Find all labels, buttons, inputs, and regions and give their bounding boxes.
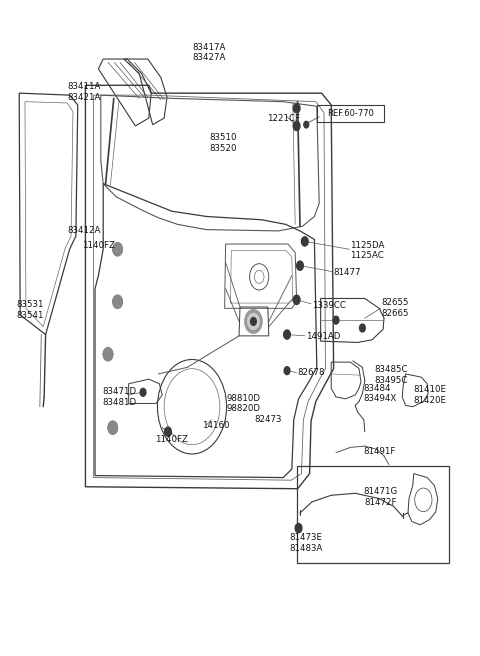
Text: 1140FZ: 1140FZ [82, 241, 115, 251]
Circle shape [284, 330, 290, 339]
Circle shape [297, 261, 303, 270]
Text: 83471D
83481D: 83471D 83481D [102, 387, 136, 407]
Text: 1339CC: 1339CC [312, 300, 346, 310]
Text: 98810D
98820D: 98810D 98820D [227, 394, 261, 413]
Text: 83531
83541: 83531 83541 [16, 300, 44, 319]
Circle shape [245, 310, 262, 333]
Text: 1125DA
1125AC: 1125DA 1125AC [350, 241, 385, 260]
Circle shape [251, 318, 256, 325]
Circle shape [333, 316, 339, 324]
Circle shape [248, 314, 259, 329]
Text: 83484
83494X: 83484 83494X [364, 384, 397, 403]
Circle shape [293, 295, 300, 304]
Circle shape [113, 243, 122, 256]
Text: 83417A
83427A: 83417A 83427A [192, 43, 226, 62]
Text: 81410E
81420E: 81410E 81420E [413, 385, 446, 405]
Text: 1491AD: 1491AD [306, 332, 341, 341]
Bar [297, 466, 449, 563]
Circle shape [165, 427, 171, 436]
Circle shape [108, 421, 118, 434]
Text: 83510
83520: 83510 83520 [209, 133, 237, 153]
Circle shape [295, 523, 302, 533]
Circle shape [304, 121, 309, 128]
Circle shape [360, 324, 365, 332]
Text: 14160: 14160 [202, 420, 230, 430]
Circle shape [140, 388, 146, 396]
Text: 83412A: 83412A [67, 226, 101, 236]
Text: 81473E
81483A: 81473E 81483A [289, 533, 323, 553]
Text: 82473: 82473 [254, 415, 282, 424]
Circle shape [284, 367, 290, 375]
Circle shape [103, 348, 113, 361]
Text: 83411A
83421A: 83411A 83421A [67, 82, 101, 102]
Circle shape [293, 121, 300, 131]
Text: 83485C
83495C: 83485C 83495C [374, 365, 408, 385]
Text: REF.60-770: REF.60-770 [327, 109, 374, 118]
Text: 81471G
81472F: 81471G 81472F [363, 487, 397, 507]
Circle shape [293, 104, 300, 113]
Text: 81477: 81477 [334, 268, 361, 277]
Circle shape [301, 237, 308, 246]
Text: 1140FZ: 1140FZ [156, 435, 188, 444]
Circle shape [113, 295, 122, 308]
Text: 1221CF: 1221CF [267, 113, 300, 123]
Text: 81491F: 81491F [363, 447, 396, 456]
Text: 82678: 82678 [298, 368, 325, 377]
Text: 82655
82665: 82655 82665 [382, 298, 409, 318]
